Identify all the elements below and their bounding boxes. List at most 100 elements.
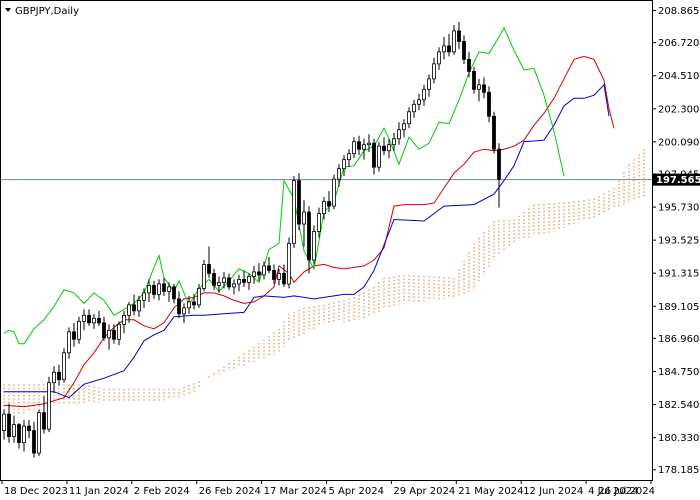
candle-body-68 bbox=[342, 159, 346, 170]
y-tick-label-4: 200.090 bbox=[658, 137, 699, 148]
candle-55 bbox=[277, 268, 281, 286]
candle-46 bbox=[232, 279, 236, 295]
candle-body-93 bbox=[467, 58, 471, 72]
candle-body-20 bbox=[102, 322, 106, 339]
candle-body-21 bbox=[107, 329, 111, 339]
candle-87 bbox=[437, 47, 441, 70]
y-tick-label-13: 180.330 bbox=[658, 433, 699, 444]
candle-79 bbox=[397, 122, 401, 145]
caret-down-icon[interactable] bbox=[5, 8, 11, 12]
x-tick-label-7: 21 May 2024 bbox=[458, 486, 523, 497]
candle-body-17 bbox=[87, 314, 91, 324]
candle-19 bbox=[97, 310, 101, 326]
candle-body-25 bbox=[127, 304, 131, 316]
candle-90 bbox=[452, 24, 456, 55]
candle-body-10 bbox=[52, 371, 56, 384]
candle-body-0 bbox=[2, 413, 6, 432]
candle-body-71 bbox=[357, 141, 361, 150]
candle-77 bbox=[387, 138, 391, 159]
candle-58 bbox=[292, 176, 296, 248]
candle-body-59 bbox=[297, 180, 301, 225]
candle-body-65 bbox=[327, 201, 331, 207]
candle-96 bbox=[482, 77, 486, 99]
candle-52 bbox=[262, 261, 266, 280]
candle-body-83 bbox=[417, 99, 421, 105]
candle-body-56 bbox=[282, 273, 286, 285]
candle-body-41 bbox=[207, 264, 211, 274]
candle-73 bbox=[367, 134, 371, 153]
x-tick-label-1: 11 Jan 2024 bbox=[69, 486, 129, 497]
x-axis: 18 Dec 2023 11 Jan 2024 2 Feb 2024 26 Feb 2… bbox=[1, 480, 655, 497]
candle-92 bbox=[462, 35, 466, 64]
x-tick-label-0: 18 Dec 2023 bbox=[4, 486, 68, 497]
candle-body-49 bbox=[247, 276, 251, 283]
candle-body-12 bbox=[62, 352, 66, 381]
candle-body-48 bbox=[242, 279, 246, 283]
candle-body-2 bbox=[12, 424, 16, 437]
candle-body-4 bbox=[22, 425, 26, 443]
candle-body-6 bbox=[32, 430, 36, 454]
candle-body-66 bbox=[332, 178, 336, 207]
candle-91 bbox=[457, 21, 461, 49]
y-tick-label-11: 184.750 bbox=[658, 367, 699, 378]
candle-body-35 bbox=[177, 298, 181, 315]
candle-54 bbox=[272, 264, 276, 284]
y-tick-label-2: 204.510 bbox=[658, 71, 699, 82]
candle-41 bbox=[207, 246, 211, 278]
candle-50 bbox=[252, 265, 256, 284]
candle-76 bbox=[382, 137, 386, 156]
candle-14 bbox=[72, 322, 76, 347]
indicator-lines bbox=[3, 26, 615, 408]
x-tick-label-2: 2 Feb 2024 bbox=[134, 486, 190, 497]
candle-0 bbox=[2, 409, 6, 440]
candle-59 bbox=[297, 173, 301, 231]
candle-43 bbox=[217, 276, 221, 293]
candle-body-50 bbox=[252, 271, 256, 277]
candle-95 bbox=[477, 78, 481, 102]
candle-body-67 bbox=[337, 168, 341, 180]
candle-body-39 bbox=[197, 287, 201, 306]
candle-body-87 bbox=[437, 51, 441, 65]
candle-body-47 bbox=[237, 279, 241, 285]
candle-15 bbox=[77, 316, 81, 344]
chikou-line bbox=[3, 26, 565, 345]
x-tick-label-10: 26 Jul 2024 bbox=[598, 486, 655, 497]
candle-body-38 bbox=[192, 301, 196, 306]
candle-body-26 bbox=[132, 304, 136, 312]
candle-84 bbox=[422, 84, 426, 106]
y-tick-label-10: 186.960 bbox=[658, 334, 699, 345]
candle-body-94 bbox=[472, 70, 476, 90]
candle-99 bbox=[497, 143, 501, 208]
candle-body-70 bbox=[352, 141, 356, 155]
candle-78 bbox=[392, 132, 396, 151]
candle-body-43 bbox=[217, 282, 221, 286]
y-tick-label-12: 182.540 bbox=[658, 400, 699, 411]
candle-body-14 bbox=[72, 331, 76, 340]
candle-body-86 bbox=[432, 63, 436, 80]
candle-72 bbox=[362, 138, 366, 160]
candle-48 bbox=[242, 270, 246, 287]
candle-82 bbox=[412, 99, 416, 118]
candle-body-82 bbox=[412, 103, 416, 113]
candle-80 bbox=[402, 119, 406, 138]
candle-56 bbox=[282, 264, 286, 287]
y-tick-label-6: 195.730 bbox=[658, 203, 699, 214]
candle-body-51 bbox=[257, 271, 261, 276]
candle-97 bbox=[487, 86, 491, 123]
candle-body-75 bbox=[377, 145, 381, 168]
candle-body-78 bbox=[392, 138, 396, 146]
candle-66 bbox=[332, 174, 336, 210]
candle-body-42 bbox=[212, 273, 216, 286]
candle-body-58 bbox=[292, 180, 296, 244]
candle-body-98 bbox=[492, 115, 496, 150]
candle-36 bbox=[182, 303, 186, 323]
y-tick-label-8: 191.315 bbox=[658, 269, 699, 280]
candle-body-36 bbox=[182, 307, 186, 315]
candle-body-61 bbox=[307, 211, 311, 261]
candle-27 bbox=[137, 295, 141, 317]
candle-85 bbox=[427, 74, 431, 97]
current-price-badge-bg bbox=[653, 173, 700, 186]
symbol-header: GBPJPY,Daily bbox=[5, 6, 79, 17]
candle-63 bbox=[317, 207, 321, 238]
